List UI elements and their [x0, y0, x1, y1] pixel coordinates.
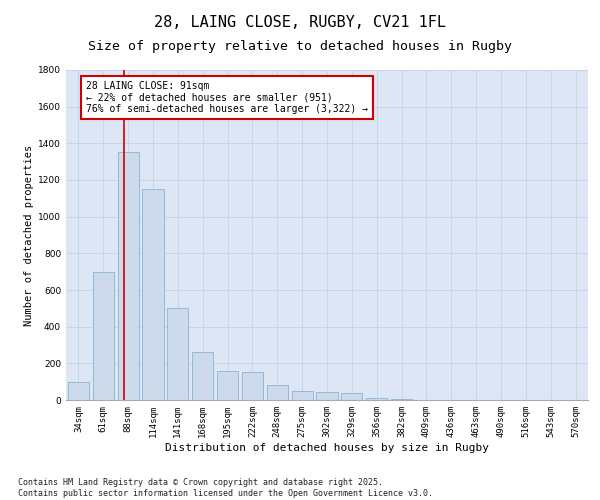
- Y-axis label: Number of detached properties: Number of detached properties: [24, 144, 34, 326]
- Bar: [242, 372, 263, 400]
- Text: 28 LAING CLOSE: 91sqm
← 22% of detached houses are smaller (951)
76% of semi-det: 28 LAING CLOSE: 91sqm ← 22% of detached …: [86, 81, 368, 114]
- Bar: [93, 272, 114, 400]
- Bar: [192, 352, 213, 400]
- Bar: [142, 189, 164, 400]
- Bar: [217, 370, 238, 400]
- Bar: [292, 391, 313, 400]
- Bar: [267, 386, 288, 400]
- Bar: [316, 392, 338, 400]
- Text: Contains HM Land Registry data © Crown copyright and database right 2025.
Contai: Contains HM Land Registry data © Crown c…: [18, 478, 433, 498]
- Bar: [341, 392, 362, 400]
- Text: 28, LAING CLOSE, RUGBY, CV21 1FL: 28, LAING CLOSE, RUGBY, CV21 1FL: [154, 15, 446, 30]
- Bar: [366, 398, 387, 400]
- Bar: [391, 399, 412, 400]
- Bar: [68, 382, 89, 400]
- Text: Size of property relative to detached houses in Rugby: Size of property relative to detached ho…: [88, 40, 512, 53]
- X-axis label: Distribution of detached houses by size in Rugby: Distribution of detached houses by size …: [165, 442, 489, 452]
- Bar: [167, 308, 188, 400]
- Bar: [118, 152, 139, 400]
